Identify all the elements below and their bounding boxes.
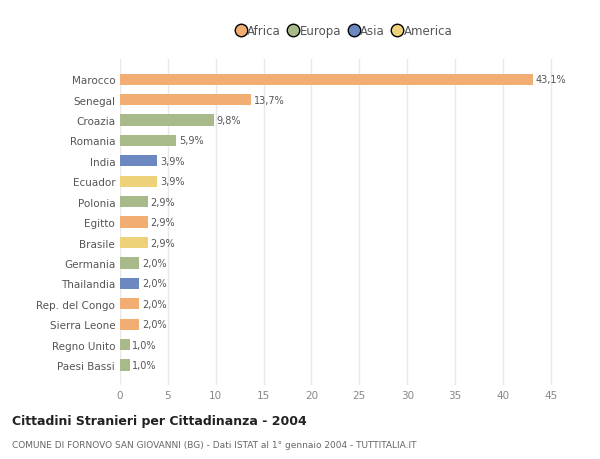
Bar [120, 74, 533, 86]
Text: 1,0%: 1,0% [133, 340, 157, 350]
Bar [120, 258, 139, 269]
Text: 2,9%: 2,9% [151, 238, 175, 248]
Bar [120, 278, 139, 289]
Text: 3,9%: 3,9% [160, 177, 185, 187]
Text: 5,9%: 5,9% [179, 136, 204, 146]
Text: 2,0%: 2,0% [142, 258, 167, 269]
Text: 2,9%: 2,9% [151, 218, 175, 228]
Bar [120, 176, 157, 187]
Bar [120, 339, 130, 350]
Text: 2,9%: 2,9% [151, 197, 175, 207]
Bar [120, 217, 148, 228]
Bar [120, 237, 148, 249]
Bar [120, 319, 139, 330]
Bar [120, 115, 214, 126]
Text: 9,8%: 9,8% [217, 116, 241, 126]
Bar [120, 298, 139, 310]
Text: 2,0%: 2,0% [142, 279, 167, 289]
Text: COMUNE DI FORNOVO SAN GIOVANNI (BG) - Dati ISTAT al 1° gennaio 2004 - TUTTITALIA: COMUNE DI FORNOVO SAN GIOVANNI (BG) - Da… [12, 441, 416, 449]
Text: Cittadini Stranieri per Cittadinanza - 2004: Cittadini Stranieri per Cittadinanza - 2… [12, 414, 307, 428]
Bar [120, 135, 176, 147]
Text: 1,0%: 1,0% [133, 360, 157, 370]
Legend: Africa, Europa, Asia, America: Africa, Europa, Asia, America [233, 20, 457, 42]
Bar [120, 359, 130, 371]
Text: 13,7%: 13,7% [254, 95, 285, 106]
Bar [120, 196, 148, 208]
Text: 43,1%: 43,1% [536, 75, 566, 85]
Text: 2,0%: 2,0% [142, 299, 167, 309]
Text: 2,0%: 2,0% [142, 319, 167, 330]
Bar [120, 156, 157, 167]
Bar [120, 95, 251, 106]
Text: 3,9%: 3,9% [160, 157, 185, 167]
